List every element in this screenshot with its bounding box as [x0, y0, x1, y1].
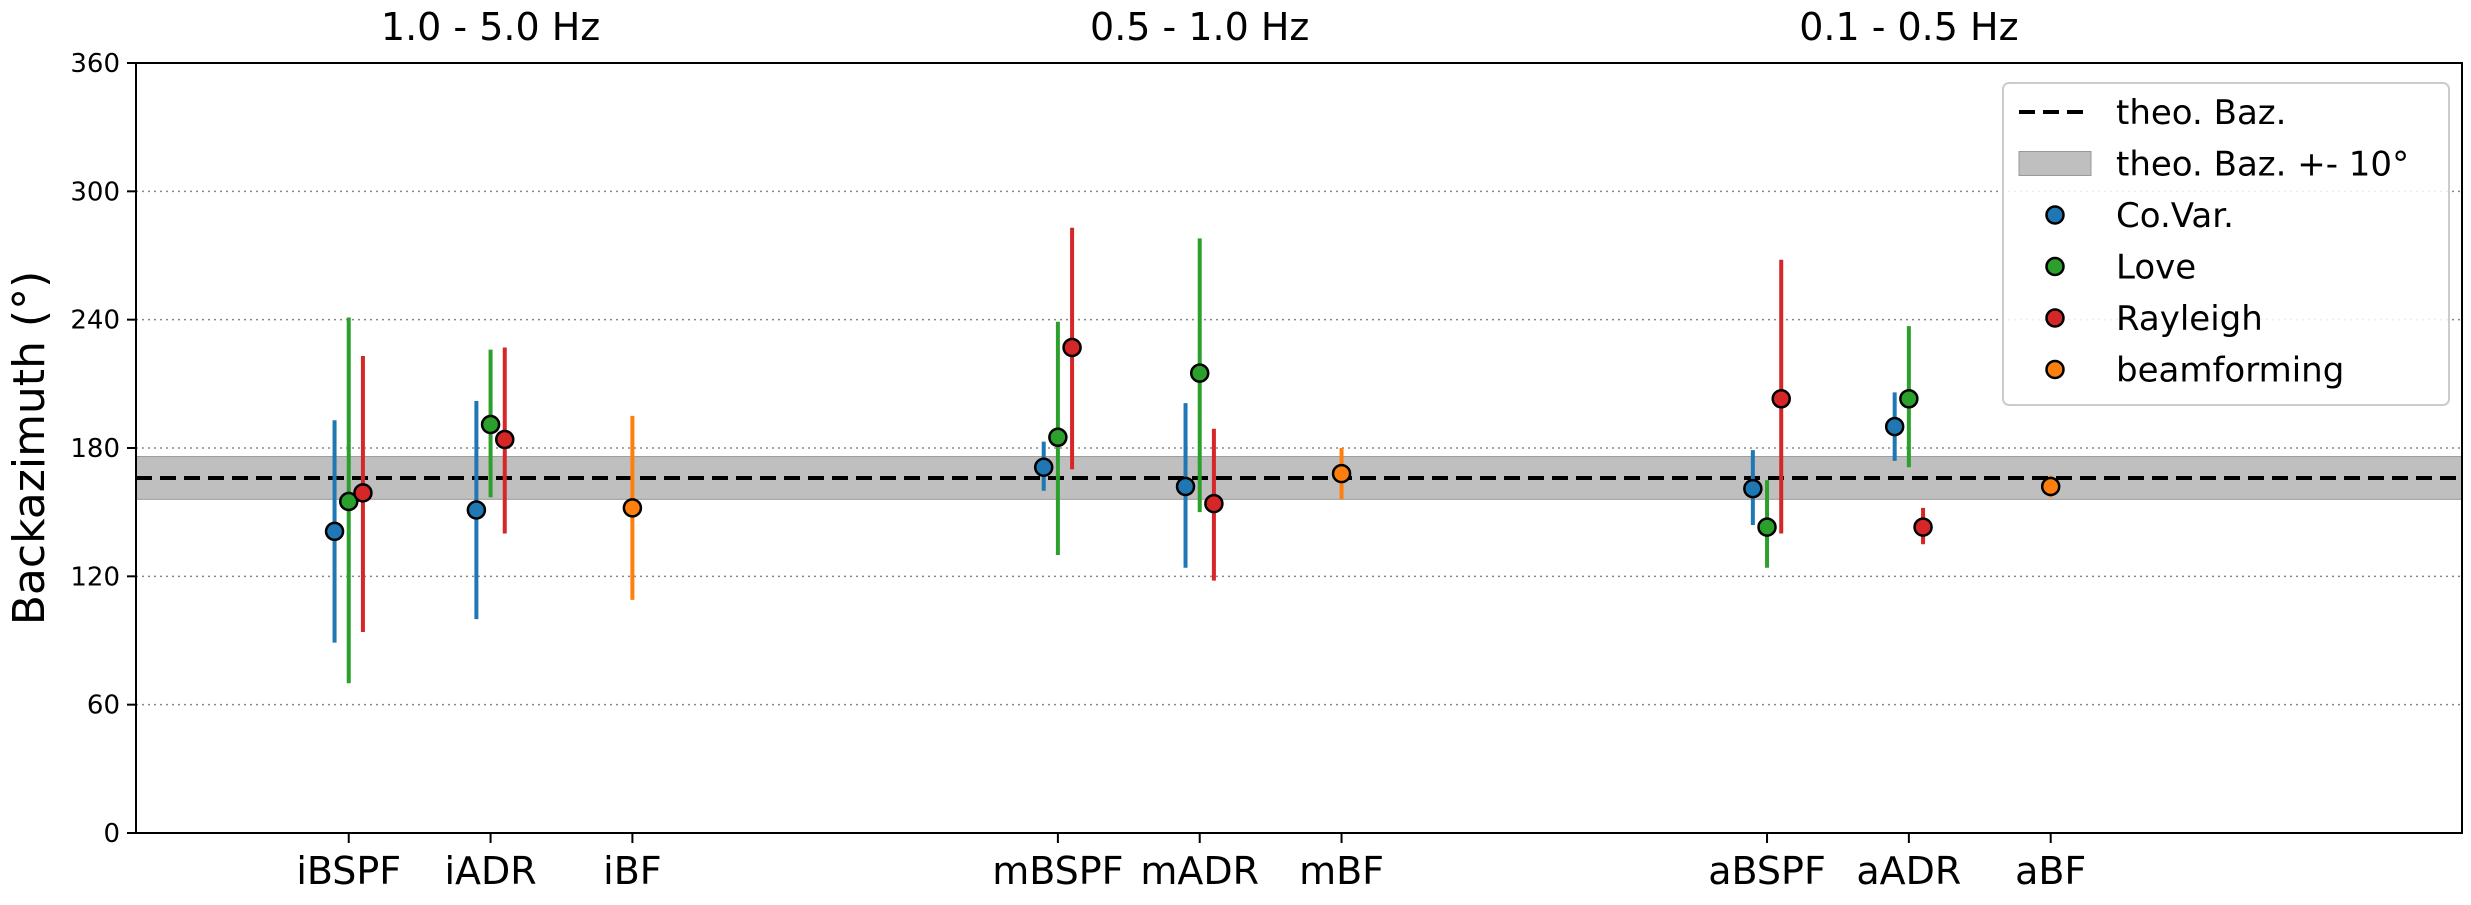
group-title: 0.1 - 0.5 Hz — [1799, 5, 2018, 49]
x-axis-ticks: iBSPF iADR iBF mBSPF mADR mBF aBSPF aADR aBF — [296, 833, 2086, 893]
point-beamforming — [622, 498, 643, 518]
group-title: 0.5 - 1.0 Hz — [1090, 5, 1309, 49]
group-title: 1.0 - 5.0 Hz — [381, 5, 600, 49]
point-co-var — [324, 521, 345, 542]
point-love — [480, 414, 501, 435]
markers — [324, 337, 2061, 542]
y-axis-label: Backazimuth (°) — [4, 271, 55, 626]
point-beamforming — [1331, 463, 1352, 484]
point-love — [1189, 363, 1210, 383]
x-tick-label-aadr: aADR — [1856, 849, 1961, 893]
x-tick-label-abspf: aBSPF — [1708, 849, 1826, 893]
legend: theo. Baz. theo. Baz. +- 10° Co.Var. Love Ra… — [2002, 82, 2450, 406]
error-bars — [332, 227, 2053, 684]
point-rayleigh — [1204, 493, 1224, 514]
point-love — [338, 491, 359, 512]
legend-label: theo. Baz. — [2116, 93, 2286, 133]
point-co-var — [1175, 476, 1196, 497]
point-love — [1899, 389, 1919, 409]
group-titles: 1.0 - 5.0 Hz 0.5 - 1.0 Hz 0.1 - 0.5 Hz — [381, 5, 2019, 49]
point-rayleigh — [1771, 389, 1791, 409]
legend-items: theo. Baz. theo. Baz. +- 10° Co.Var. Love Ra… — [2018, 93, 2409, 391]
data-points-layer — [324, 227, 2061, 684]
y-tick-label: 60 — [87, 691, 120, 721]
legend-label: Love — [2116, 248, 2196, 288]
y-tick-label: 180 — [70, 434, 120, 464]
point-rayleigh — [353, 483, 373, 503]
x-tick-label-abf: aBF — [2015, 849, 2086, 893]
y-tick-label: 0 — [103, 819, 120, 849]
legend-label: beamforming — [2116, 351, 2344, 391]
point-love — [1048, 427, 1068, 448]
x-tick-label-iadr: iADR — [444, 849, 536, 893]
point-co-var — [1884, 416, 1905, 437]
point-co-var — [1743, 478, 1763, 499]
y-tick-label: 240 — [70, 306, 120, 336]
x-tick-label-mbf: mBF — [1299, 849, 1384, 893]
legend-marker — [2045, 359, 2065, 380]
x-tick-label-ibf: iBF — [603, 849, 661, 893]
legend-label: Co.Var. — [2116, 196, 2234, 236]
y-axis-ticks: 0 60 120 180 240 300 360 — [70, 49, 136, 849]
point-rayleigh — [495, 429, 515, 450]
legend-label: Rayleigh — [2116, 299, 2263, 339]
legend-marker — [2045, 308, 2065, 328]
point-co-var — [1033, 457, 1054, 477]
legend-label: theo. Baz. +- 10° — [2116, 145, 2409, 185]
x-tick-label-ibspf: iBSPF — [296, 849, 401, 893]
legend-box — [2002, 82, 2450, 406]
x-tick-label-madr: mADR — [1140, 849, 1259, 893]
point-co-var — [466, 500, 487, 520]
y-tick-label: 120 — [70, 562, 120, 592]
point-love — [1757, 517, 1777, 537]
legend-symbol-theo-band — [2018, 151, 2092, 176]
point-beamforming — [2040, 476, 2061, 497]
point-rayleigh — [1062, 337, 1082, 358]
x-tick-label-mbspf: mBSPF — [992, 849, 1123, 893]
point-rayleigh — [1913, 517, 1933, 537]
y-tick-label: 360 — [70, 49, 120, 79]
legend-marker — [2045, 256, 2065, 277]
legend-marker — [2045, 205, 2065, 225]
y-tick-label: 300 — [70, 177, 120, 207]
